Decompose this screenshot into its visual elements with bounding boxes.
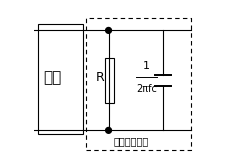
Text: 2πfc: 2πfc: [135, 84, 156, 94]
Text: 探头: 探头: [43, 70, 61, 85]
Text: 1: 1: [142, 61, 149, 71]
Text: 仪器测量通道: 仪器测量通道: [113, 137, 148, 147]
Text: R: R: [95, 71, 104, 84]
Bar: [86, 18, 190, 150]
Circle shape: [105, 127, 111, 133]
Bar: [105, 58, 114, 103]
Circle shape: [105, 28, 111, 33]
Bar: [38, 24, 82, 134]
